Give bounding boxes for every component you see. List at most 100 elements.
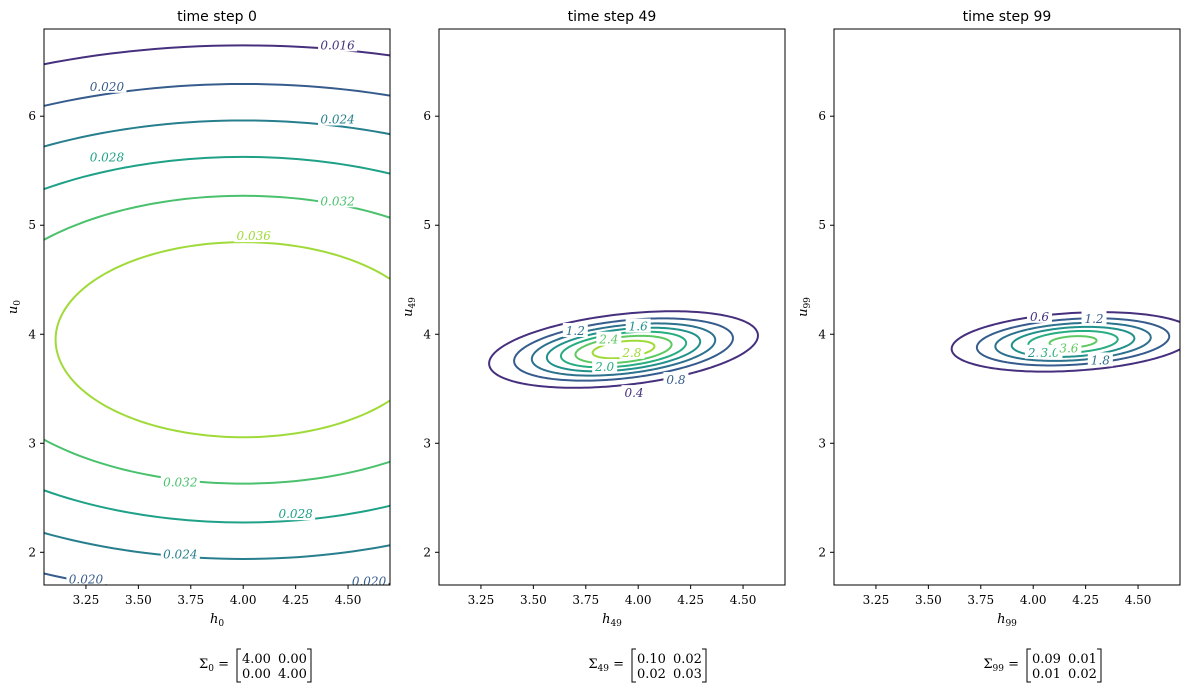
y-tick-label: 4: [818, 327, 826, 341]
contour-line-0.6: [950, 311, 1180, 373]
y-tick-label: 6: [28, 109, 36, 123]
contour-label: 1.8: [1091, 353, 1110, 367]
contour-label: 0.6: [1030, 310, 1049, 324]
matrix-cell: 0.00: [278, 652, 307, 667]
contour-label: 0.028: [278, 507, 313, 521]
y-tick-label: 4: [28, 327, 36, 341]
contour-label: 0.020: [352, 575, 387, 589]
contour-label: 0.020: [90, 80, 125, 94]
x-tick-label: 4.50: [730, 593, 757, 607]
contour-line-0.024: [44, 119, 390, 560]
y-axis-label: u49: [401, 297, 418, 317]
contour-line-0.8: [513, 317, 734, 382]
contour-line-1.2: [975, 317, 1171, 367]
matrix-bracket-right: [1097, 648, 1102, 683]
sigma-label: Σ0 =: [199, 657, 229, 674]
contour-label: 2.8: [621, 346, 641, 360]
y-tick-label: 6: [818, 109, 826, 123]
panel-0: time step 0 0.016 0.020 0.024 0.028 0.032 0.03…: [6, 9, 391, 683]
matrix-bracket-left: [631, 648, 636, 683]
x-axis-label: h99: [997, 612, 1017, 629]
contour-label: 3.6: [1059, 341, 1078, 355]
y-tick-label: 5: [818, 218, 826, 232]
contour-label: 0.8: [666, 373, 685, 387]
x-tick-label: 3.50: [520, 593, 547, 607]
panel-2: time step 99 0.6 1.21.82.43.0 3.6 3.25 3.50 3.…: [796, 9, 1181, 683]
matrix-bracket-left: [1026, 648, 1031, 683]
x-tick-label: 3.75: [967, 593, 994, 607]
contour-label: 0.024: [163, 547, 197, 561]
plot-area: 0.4 0.8 1.2 1.6 2.0 2.42.8: [488, 310, 759, 400]
y-axis-label: u0: [6, 300, 23, 314]
matrix-cell: 0.03: [673, 667, 702, 682]
chart-title: time step 0: [177, 9, 257, 25]
contour-label: 0.028: [90, 151, 125, 165]
plot-area: 0.6 1.21.82.43.0 3.6: [950, 308, 1180, 373]
contour-label: 0.4: [624, 386, 643, 400]
x-tick-label: 4.00: [625, 593, 652, 607]
x-tick-label: 3.50: [915, 593, 942, 607]
contour-label: 0.024: [320, 112, 354, 126]
matrix-cell: 0.01: [1068, 652, 1097, 667]
y-tick-label: 3: [818, 436, 826, 450]
covariance-caption: Σ49 = 0.10 0.020.02 0.03: [588, 648, 707, 683]
matrix-bracket-left: [236, 648, 241, 683]
matrix-cell: 4.00: [242, 652, 271, 667]
contour-label: 0.036: [237, 229, 272, 243]
contour-line-2.4: [1010, 325, 1136, 358]
contour-line-0.028: [44, 155, 390, 524]
matrix-cell: 0.09: [1032, 652, 1061, 667]
x-axis-label: h49: [602, 612, 622, 629]
contour-label: 3.0: [1040, 346, 1059, 360]
matrix-cell: 4.00: [278, 667, 307, 682]
matrix-bracket-right: [702, 648, 707, 683]
x-tick-label: 4.00: [1020, 593, 1047, 607]
x-tick-label: 4.25: [282, 593, 309, 607]
y-tick-label: 5: [423, 218, 431, 232]
x-tick-label: 4.25: [1072, 593, 1099, 607]
covariance-caption: Σ0 = 4.00 0.000.00 4.00: [199, 648, 312, 683]
y-tick-label: 3: [28, 436, 36, 450]
chart-title: time step 49: [568, 9, 657, 25]
contour-label: 0.032: [320, 194, 354, 208]
matrix-cell: 0.10: [637, 652, 666, 667]
y-axis-label: u99: [796, 297, 813, 317]
axes-frame: [438, 28, 786, 586]
axes-frame: [833, 28, 1181, 586]
y-tick-label: 2: [28, 545, 36, 559]
contour-label: 0.020: [69, 573, 104, 587]
contour-line-2.4: [574, 334, 673, 365]
matrix-bracket-right: [307, 648, 312, 683]
x-tick-label: 3.25: [863, 593, 890, 607]
contour-line-1.8: [994, 321, 1152, 362]
contour-line-0.032: [44, 194, 390, 485]
sigma-label: Σ49 =: [588, 657, 624, 674]
x-tick-label: 4.50: [335, 593, 362, 607]
panel-1: time step 49 0.4 0.8 1.2 1.6 2.0 2.42.8 3.25 3.5…: [401, 9, 786, 683]
x-tick-label: 3.75: [572, 593, 599, 607]
chart-title: time step 99: [963, 9, 1052, 25]
contour-line-0.016: [44, 44, 390, 66]
contour-label: 1.6: [629, 320, 648, 334]
y-tick-label: 5: [28, 218, 36, 232]
matrix-cell: 0.02: [673, 652, 702, 667]
y-tick-label: 4: [423, 327, 431, 341]
x-axis-label: h0: [210, 612, 224, 629]
covariance-caption: Σ99 = 0.09 0.010.01 0.02: [983, 648, 1102, 683]
matrix-cell: 0.02: [637, 667, 666, 682]
contour-line-1.2: [530, 322, 717, 377]
x-tick-label: 4.25: [677, 593, 704, 607]
contour-label: 2.0: [594, 360, 614, 374]
contour-label: 2.4: [598, 333, 618, 347]
sigma-label: Σ99 =: [983, 657, 1019, 674]
contour-line-0.036: [54, 241, 390, 439]
matrix-cell: 0.00: [242, 667, 271, 682]
plot-area: 0.016 0.020 0.024 0.028 0.032 0.036 0.032 0.028…: [44, 37, 390, 589]
x-tick-label: 4.00: [230, 593, 257, 607]
contour-label: 0.016: [320, 38, 355, 52]
y-tick-label: 3: [423, 436, 431, 450]
axes-frame: [43, 28, 391, 586]
matrix-cell: 0.02: [1068, 667, 1097, 682]
